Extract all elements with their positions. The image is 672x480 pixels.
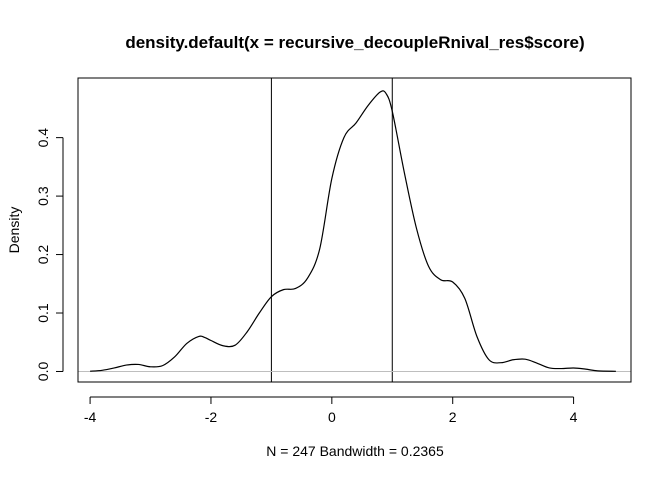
x-tick-label: -4 [84,409,97,425]
y-tick-label: 0.2 [35,245,51,265]
y-tick-label: 0.1 [35,303,51,323]
y-tick-label: 0.3 [35,186,51,206]
y-axis: 0.0 0.1 0.2 0.3 0.4 [35,128,64,382]
density-curve [90,90,616,372]
y-axis-label: Density [6,207,22,254]
x-axis: -4 -2 0 2 4 [84,396,578,425]
plot-frame [77,77,632,383]
chart-title: density.default(x = recursive_decoupleRn… [125,33,584,52]
x-tick-label: 4 [570,409,578,425]
x-axis-label: N = 247 Bandwidth = 0.2365 [266,443,444,459]
y-tick-label: 0.4 [35,128,51,148]
x-tick-label: 0 [328,409,336,425]
x-tick-label: -2 [205,409,218,425]
y-tick-label: 0.0 [35,362,51,382]
x-tick-label: 2 [449,409,457,425]
reference-lines [78,78,631,382]
